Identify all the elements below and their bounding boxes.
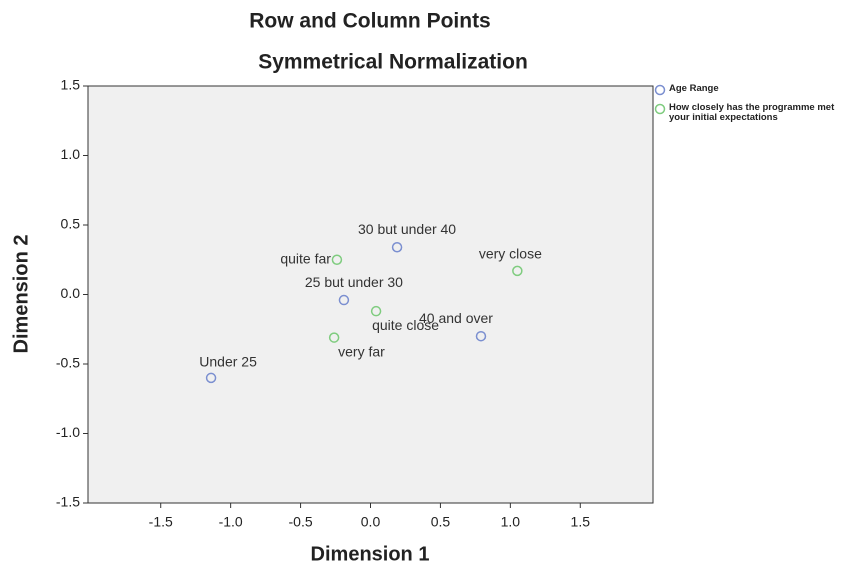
x-tick-label: -1.0	[219, 514, 243, 530]
point-label: 25 but under 30	[305, 274, 403, 290]
y-tick-label: 0.0	[61, 285, 81, 301]
x-tick-label: 0.0	[361, 514, 381, 530]
legend-marker	[654, 103, 666, 115]
point-label: very close	[479, 246, 542, 262]
y-tick-label: -0.5	[56, 355, 80, 371]
legend-marker	[654, 84, 666, 96]
point-label: 30 but under 40	[358, 221, 456, 237]
legend-label: Age Range	[669, 84, 719, 94]
y-axis-label: Dimension 2	[10, 235, 32, 354]
x-tick-label: 0.5	[431, 514, 451, 530]
x-tick-label: 1.0	[501, 514, 521, 530]
chart-title: Row and Column Points	[249, 10, 491, 33]
point-label: quite close	[372, 317, 439, 333]
plot-area	[87, 85, 654, 504]
point	[512, 265, 523, 277]
y-tick-label: 1.5	[61, 77, 81, 93]
point	[331, 254, 343, 265]
legend-entry: Age Range	[669, 84, 719, 94]
y-tick-label: 1.0	[61, 146, 81, 162]
point-label: Under 25	[199, 354, 257, 370]
y-tick-label: -1.5	[56, 494, 80, 510]
point-label: 40 and over	[419, 310, 493, 326]
point-label: quite far	[280, 250, 331, 266]
x-tick-label: -1.5	[149, 514, 173, 530]
point	[328, 332, 340, 343]
x-axis-label: Dimension 1	[311, 543, 430, 565]
point	[391, 241, 403, 253]
chart-subtitle: Symmetrical Normalization	[258, 51, 528, 74]
legend-entry: How closely has the programme met your i…	[669, 103, 835, 123]
x-tick-label: 1.5	[571, 514, 591, 530]
point	[205, 372, 217, 384]
point	[475, 330, 487, 342]
point	[338, 294, 350, 306]
point-label: very far	[338, 343, 385, 359]
x-tick-label: -0.5	[289, 514, 313, 530]
y-tick-label: -1.0	[56, 424, 80, 440]
y-tick-label: 0.5	[61, 216, 81, 232]
legend-label: How closely has the programme met your i…	[669, 103, 835, 123]
point	[370, 305, 382, 317]
